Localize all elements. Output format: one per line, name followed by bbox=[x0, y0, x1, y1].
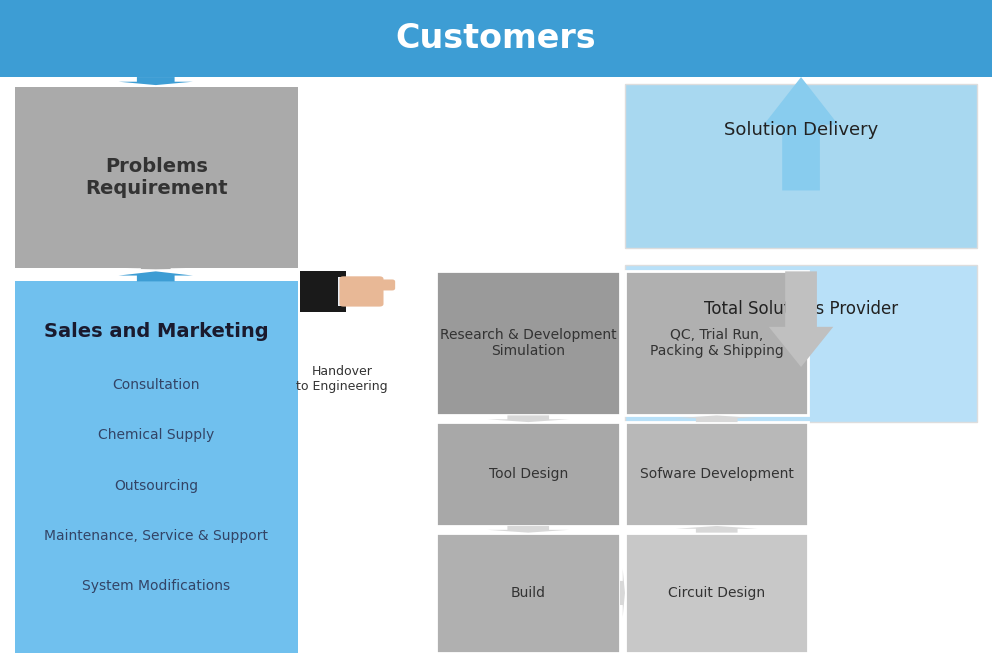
Text: Total Solutions Provider: Total Solutions Provider bbox=[704, 299, 898, 318]
Polygon shape bbox=[488, 415, 569, 422]
Text: Build: Build bbox=[511, 586, 546, 600]
Polygon shape bbox=[119, 271, 192, 281]
Text: Chemical Supply: Chemical Supply bbox=[98, 429, 214, 442]
Bar bbox=[625, 271, 808, 415]
Bar bbox=[625, 533, 808, 653]
Polygon shape bbox=[620, 569, 625, 617]
Bar bbox=[436, 533, 620, 653]
Text: Customers: Customers bbox=[396, 22, 596, 55]
Text: Handover
to Engineering: Handover to Engineering bbox=[297, 365, 388, 393]
Text: Sofware Development: Sofware Development bbox=[640, 467, 794, 481]
Text: Sales and Marketing: Sales and Marketing bbox=[44, 322, 269, 341]
FancyBboxPatch shape bbox=[339, 276, 384, 307]
Text: Tool Design: Tool Design bbox=[489, 467, 567, 481]
Text: System Modifications: System Modifications bbox=[82, 580, 230, 593]
FancyBboxPatch shape bbox=[362, 279, 395, 291]
Text: QC, Trial Run,
Packing & Shipping: QC, Trial Run, Packing & Shipping bbox=[650, 328, 784, 358]
Bar bbox=[625, 422, 808, 526]
Polygon shape bbox=[677, 415, 758, 422]
Bar bbox=[338, 277, 346, 306]
Polygon shape bbox=[769, 271, 833, 367]
Text: Circuit Design: Circuit Design bbox=[669, 586, 765, 600]
Polygon shape bbox=[764, 77, 838, 190]
Polygon shape bbox=[677, 526, 758, 533]
Bar bbox=[0, 0, 992, 77]
Bar bbox=[625, 265, 977, 422]
Bar bbox=[436, 271, 620, 415]
Text: Problems
Requirement: Problems Requirement bbox=[85, 157, 227, 198]
Bar bbox=[625, 84, 977, 248]
Bar bbox=[15, 281, 298, 653]
Text: Maintenance, Service & Support: Maintenance, Service & Support bbox=[45, 529, 268, 543]
Bar bbox=[15, 87, 298, 268]
Text: Solution Delivery: Solution Delivery bbox=[724, 121, 878, 139]
Text: Outsourcing: Outsourcing bbox=[114, 479, 198, 492]
Polygon shape bbox=[126, 268, 186, 269]
Text: Research & Development
Simulation: Research & Development Simulation bbox=[439, 328, 617, 358]
Bar bbox=[436, 422, 620, 526]
Polygon shape bbox=[119, 77, 192, 85]
Text: Consultation: Consultation bbox=[112, 379, 200, 392]
Polygon shape bbox=[488, 526, 569, 533]
Bar bbox=[300, 271, 346, 312]
